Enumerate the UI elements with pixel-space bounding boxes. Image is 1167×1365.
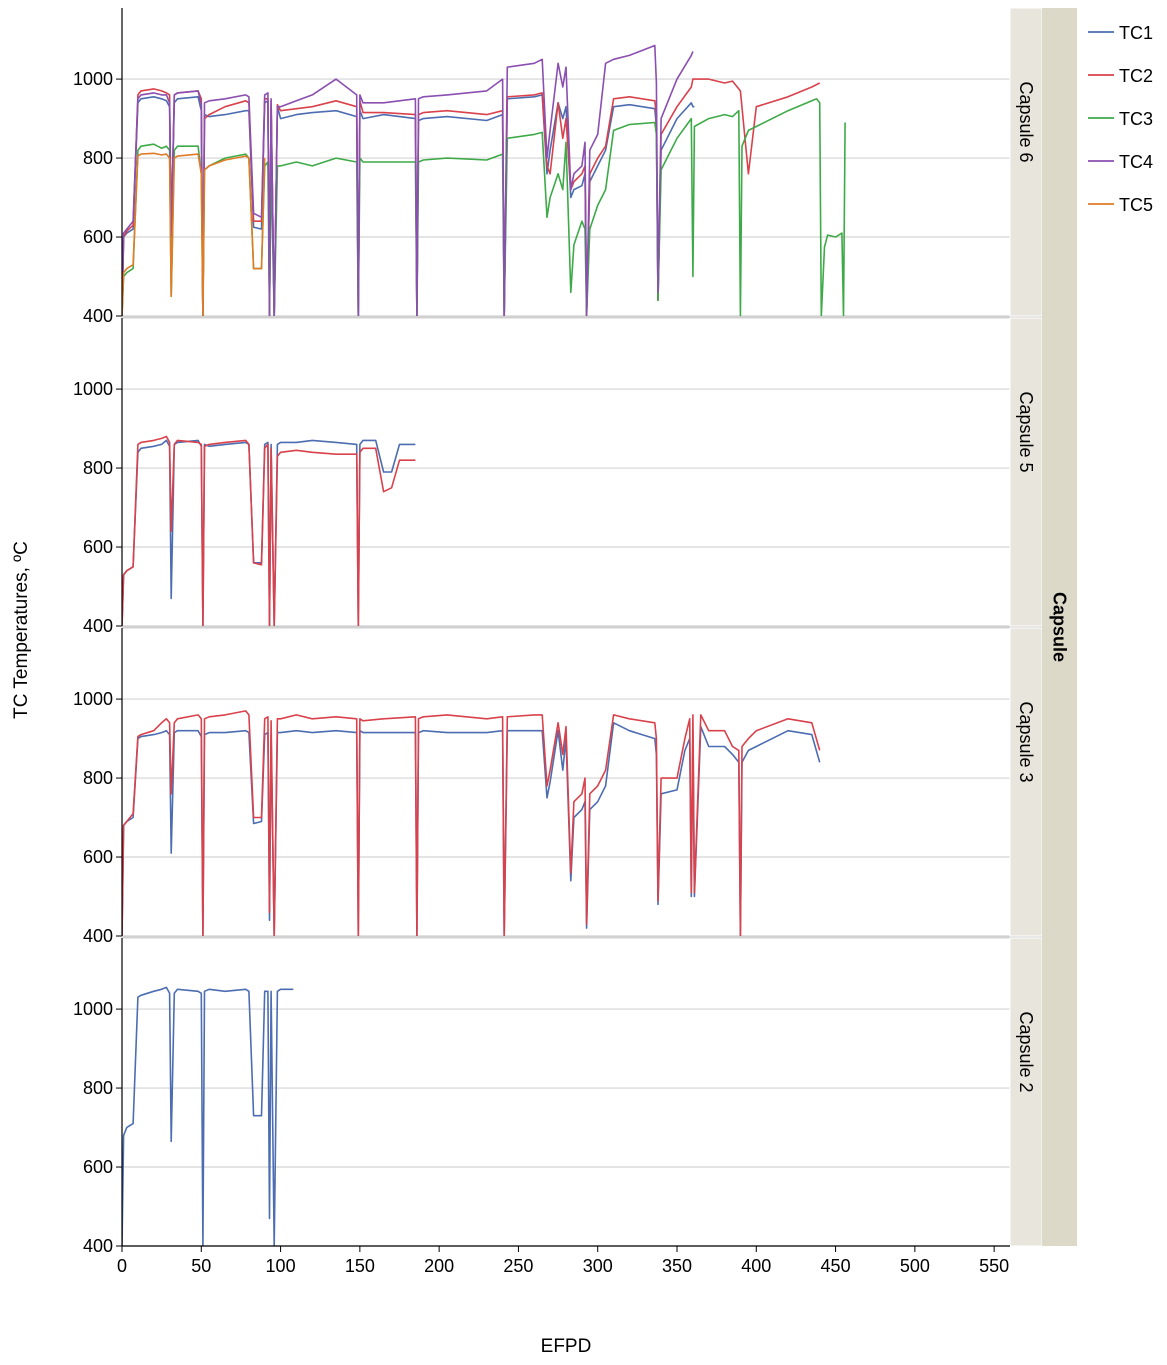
- facet-strip: [1009, 937, 1043, 1247]
- legend-label: TC5: [1119, 195, 1153, 215]
- series-line-tc1: [122, 94, 695, 316]
- outer-facet-strip-label: Capsule: [1050, 592, 1070, 662]
- panel-capsule-2: 400 600 800 1000: [73, 938, 1010, 1256]
- y-tick-label: 400: [83, 1236, 113, 1256]
- y-tick-label: 1000: [73, 999, 113, 1019]
- series-line-tc1: [122, 986, 294, 1246]
- y-tick-label: 600: [83, 537, 113, 557]
- legend-item-tc2: TC2: [1088, 66, 1153, 86]
- x-tick-label: 200: [424, 1256, 454, 1276]
- y-tick-label: 600: [83, 847, 113, 867]
- facet-strip: [1009, 317, 1043, 627]
- legend: TC1 TC2 TC3 TC4 TC5: [1088, 23, 1153, 215]
- y-axis-title: TC Temperatures, ºC: [11, 541, 32, 719]
- x-tick-label: 350: [662, 1256, 692, 1276]
- facet-strip-label: Capsule 3: [1016, 701, 1036, 782]
- legend-item-tc5: TC5: [1088, 195, 1153, 215]
- y-tick-label: 800: [83, 458, 113, 478]
- legend-label: TC2: [1119, 66, 1153, 86]
- x-tick-label: 150: [345, 1256, 375, 1276]
- y-tick-label: 1000: [73, 689, 113, 709]
- y-tick-label: 600: [83, 227, 113, 247]
- panel-capsule-5: 400 600 800 1000: [73, 318, 1042, 636]
- y-tick-label: 800: [83, 768, 113, 788]
- y-tick-label: 400: [83, 926, 113, 946]
- y-tick-label: 1000: [73, 379, 113, 399]
- series-line-tc3: [122, 98, 846, 316]
- y-tick-label: 800: [83, 148, 113, 168]
- legend-item-tc1: TC1: [1088, 23, 1153, 43]
- panel-capsule-3: 400 600 800 1000: [73, 628, 1042, 946]
- series-group: [122, 435, 416, 626]
- facet-strip-label: Capsule 6: [1016, 81, 1036, 162]
- series-group: [122, 710, 821, 936]
- facet-strip-label: Capsule 5: [1016, 391, 1036, 472]
- x-tick-label: 100: [266, 1256, 296, 1276]
- y-tick-label: 800: [83, 1078, 113, 1098]
- y-tick-label: 400: [83, 616, 113, 636]
- facet-strips: Capsule 6 Capsule 5 Capsule 3 Capsule 2 Caps…: [1009, 7, 1077, 1247]
- y-tick-label: 400: [83, 306, 113, 326]
- panels-layer: 4006008001000400600800100040060080010004…: [73, 8, 1042, 1256]
- x-axis-title: EFPD: [541, 1336, 592, 1357]
- legend-item-tc4: TC4: [1088, 152, 1153, 172]
- x-tick-label: 500: [900, 1256, 930, 1276]
- legend-label: TC4: [1119, 152, 1153, 172]
- series-line-tc2: [122, 710, 821, 936]
- x-tick-label: 50: [191, 1256, 211, 1276]
- x-tick-label: 450: [821, 1256, 851, 1276]
- facet-strip: [1009, 7, 1043, 317]
- x-axis: 0 50 100 150 200 250 300 350 400 450 500 550: [117, 1245, 1010, 1276]
- series-line-tc2: [122, 435, 416, 626]
- x-tick-label: 250: [503, 1256, 533, 1276]
- facet-strip-label: Capsule 2: [1016, 1011, 1036, 1092]
- panel-capsule-6: 400 600 800 1000: [73, 8, 1042, 326]
- y-tick-label: 600: [83, 1157, 113, 1177]
- series-line-tc1: [122, 722, 821, 936]
- y-tick-label: 1000: [73, 69, 113, 89]
- series-group: [122, 44, 846, 316]
- series-line-tc4: [122, 44, 694, 316]
- outer-facet-strip: [1042, 8, 1077, 1246]
- facet-strip: [1009, 627, 1043, 937]
- series-line-tc5: [122, 152, 266, 316]
- legend-item-tc3: TC3: [1088, 109, 1153, 129]
- x-tick-label: 550: [979, 1256, 1009, 1276]
- x-tick-label: 300: [583, 1256, 613, 1276]
- legend-label: TC3: [1119, 109, 1153, 129]
- x-tick-label: 0: [117, 1256, 127, 1276]
- series-group: [122, 986, 294, 1246]
- legend-label: TC1: [1119, 23, 1153, 43]
- x-tick-label: 400: [741, 1256, 771, 1276]
